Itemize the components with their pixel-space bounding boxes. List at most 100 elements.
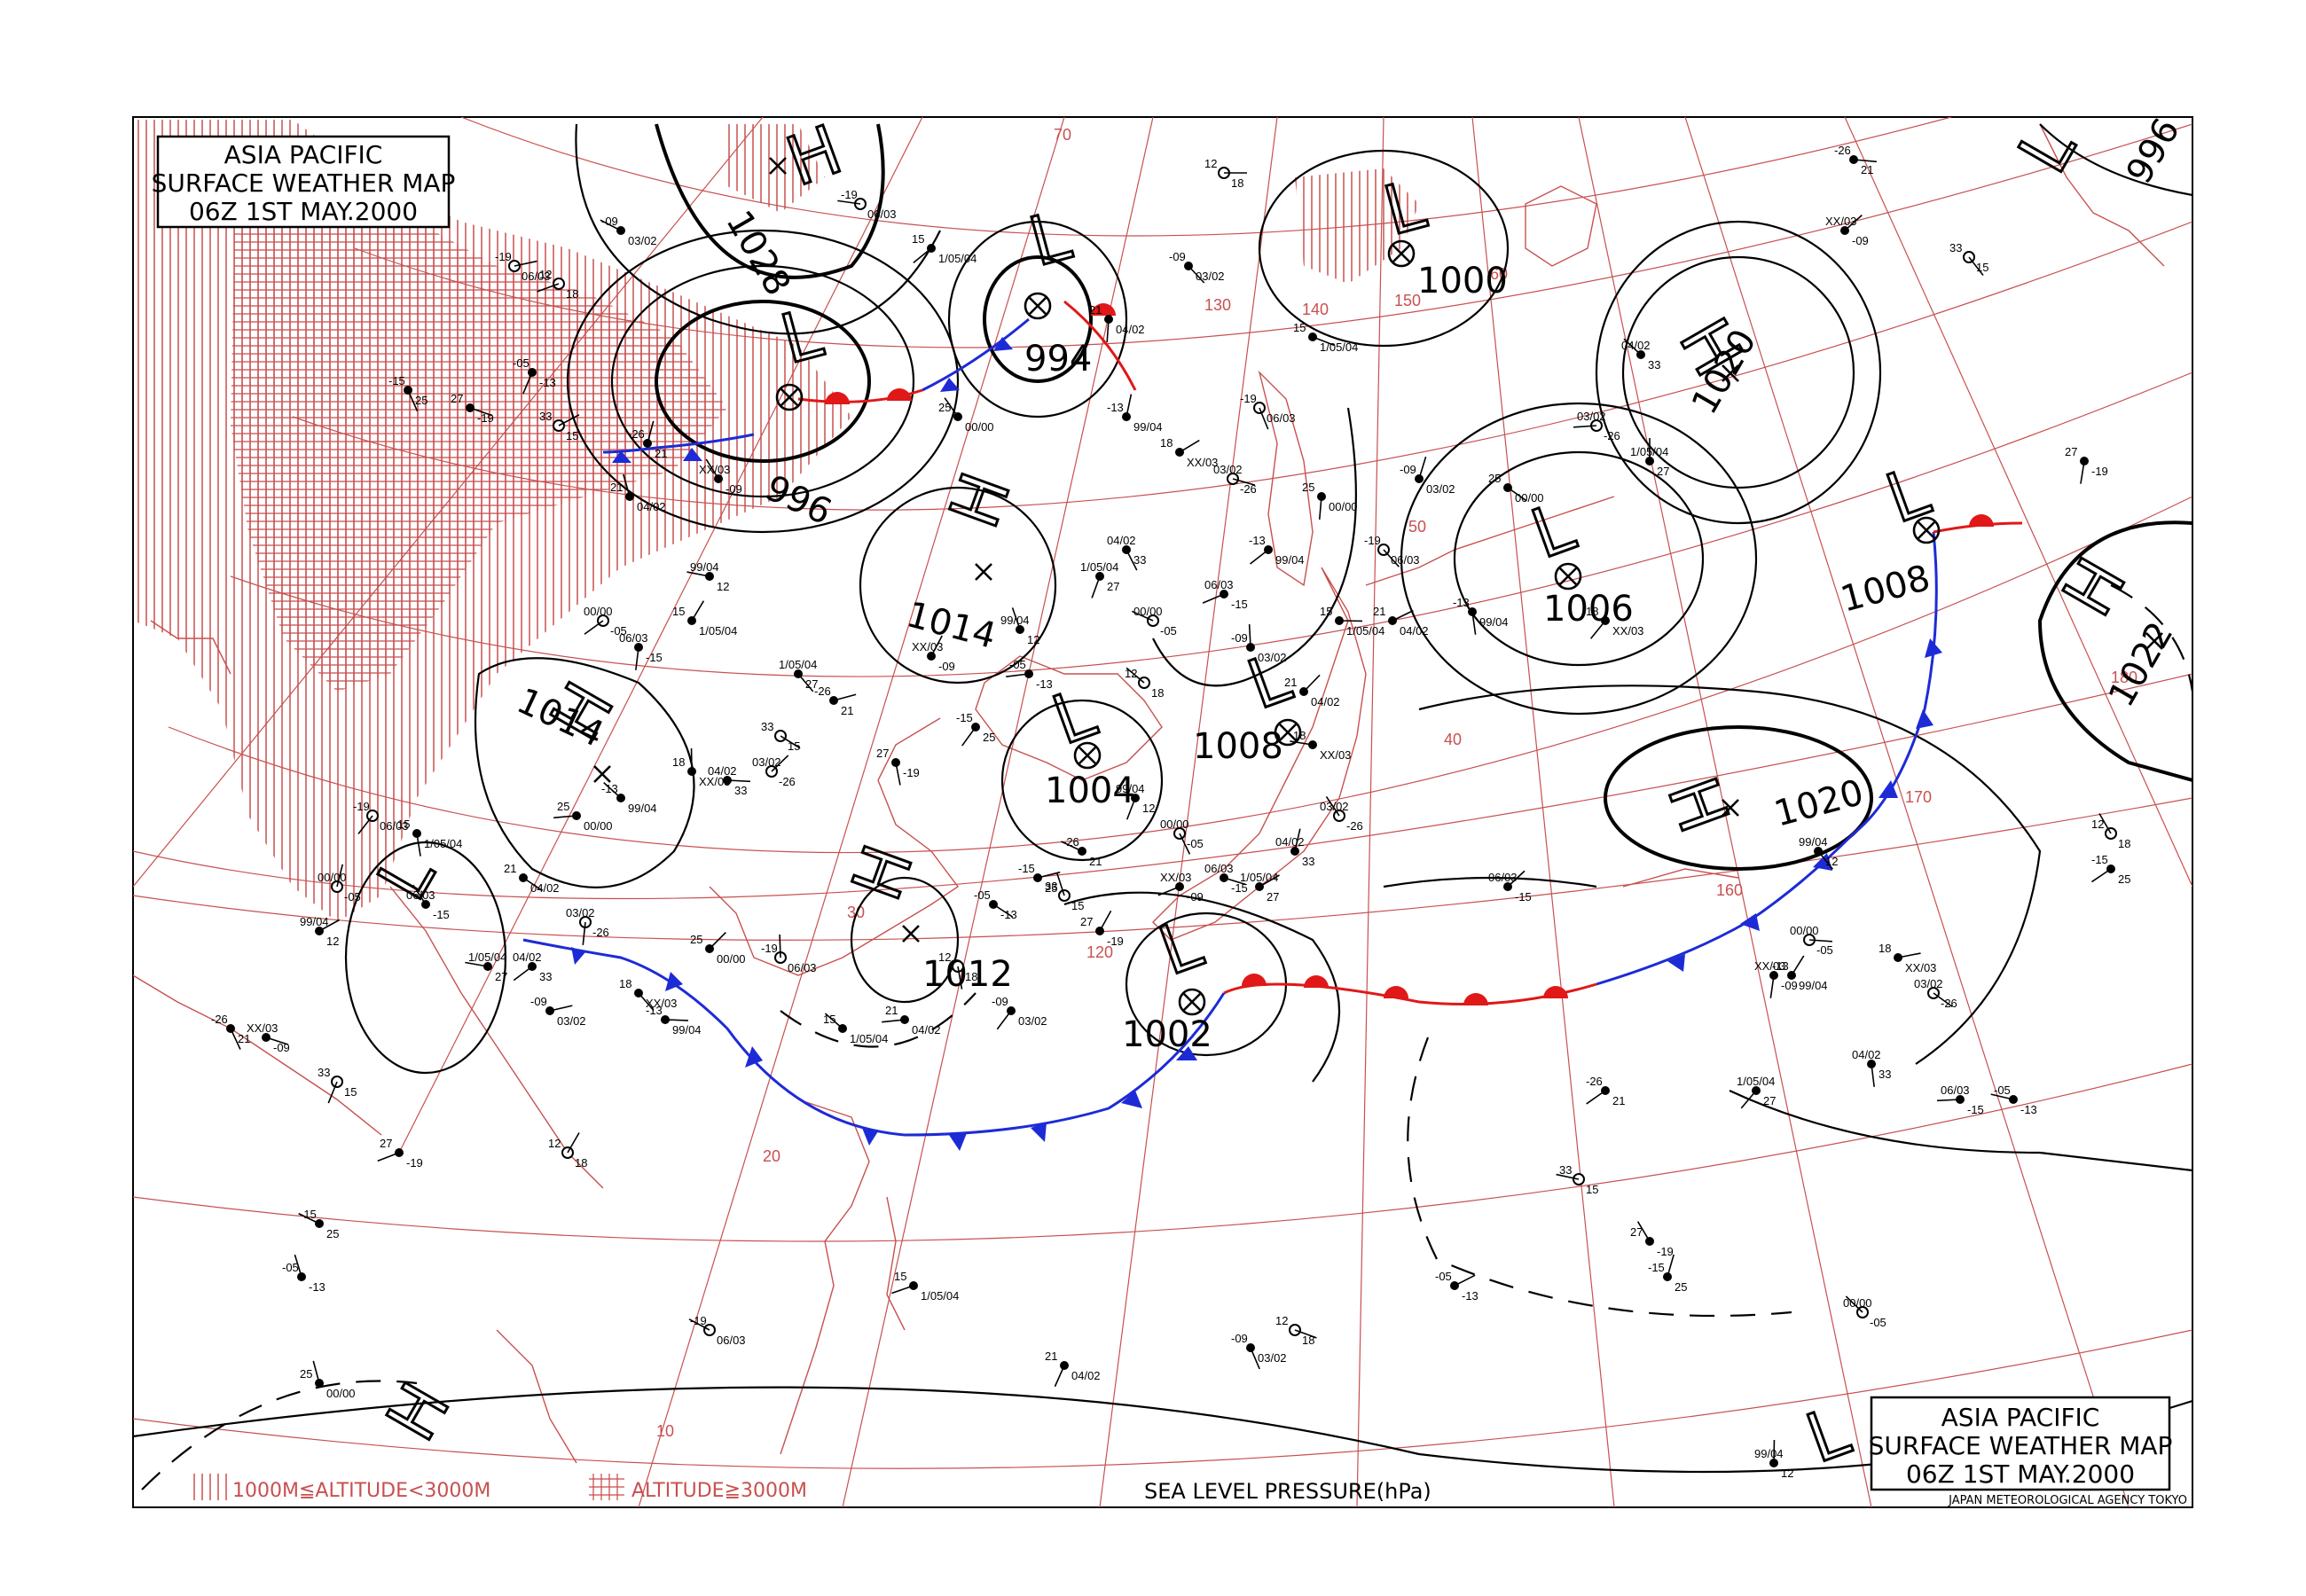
wind-barb <box>537 283 560 293</box>
system-value: 1022 <box>2101 615 2182 714</box>
wind-barb <box>996 1010 1012 1030</box>
longitude-line <box>1471 117 1615 1507</box>
station-plot: 12 18 <box>1125 667 1164 700</box>
station-value: -26 <box>628 427 645 441</box>
station-value: 27 <box>380 1137 392 1150</box>
station-plot: XX/03 -09 <box>247 1021 290 1054</box>
station-value: 1/05/04 <box>1240 871 1278 884</box>
station-value: 27 <box>1107 580 1119 593</box>
station-plot: -13 99/04 <box>1249 534 1305 567</box>
station-value: -19 <box>477 411 494 425</box>
station-value: 03/02 <box>752 755 781 769</box>
pressure-unit-label: SEA LEVEL PRESSURE(hPa) <box>1144 1479 1431 1504</box>
station-value: 21 <box>1089 303 1102 317</box>
lat-label: 40 <box>1444 731 1462 748</box>
station-value: -09 <box>1231 1332 1248 1345</box>
wind-barb <box>1202 593 1225 604</box>
wind-barb <box>623 473 631 497</box>
station-value: 18 <box>1160 436 1173 450</box>
station-value: XX/03 <box>1754 959 1785 973</box>
station-value: -13 <box>1453 596 1470 609</box>
station-value: 21 <box>238 1032 250 1045</box>
wind-barb <box>1897 952 1921 958</box>
system-value: 1004 <box>1045 771 1135 811</box>
latitude-line <box>292 221 2192 511</box>
alaska-coast <box>2039 123 2165 267</box>
wind-barb <box>1188 265 1205 284</box>
isobar <box>1063 891 1341 1083</box>
isobar-1012 <box>850 876 960 1004</box>
station-plot: 1/05/04 27 <box>465 951 507 983</box>
station-value: 25 <box>1488 472 1501 485</box>
station-value: 27 <box>1657 465 1669 478</box>
station-value: 03/02 <box>1577 410 1606 423</box>
isobar-1028-loop <box>655 123 885 279</box>
station-value: -19 <box>2091 465 2108 478</box>
cold-front-marker <box>1813 853 1832 871</box>
station-value: -09 <box>1187 890 1204 904</box>
station-value: 25 <box>2118 872 2130 886</box>
wind-barb <box>891 1285 914 1295</box>
wind-barb <box>1131 610 1154 622</box>
station-value: 03/02 <box>1196 270 1225 283</box>
station-plot: -26 21 <box>628 420 667 460</box>
station-plot: -09 03/02 <box>1231 1332 1287 1370</box>
station-value: 99/04 <box>1799 835 1828 849</box>
isobar-dashed <box>2110 584 2192 692</box>
station-value: -09 <box>601 215 618 228</box>
station-plot: 15 1/05/04 <box>672 600 737 638</box>
station-value: 03/02 <box>566 906 595 919</box>
station-value: 00/00 <box>1515 491 1544 505</box>
lon-label: 180 <box>2111 669 2137 686</box>
wind-barb <box>1853 159 1877 163</box>
station-plot: 12 18 <box>1204 157 1247 190</box>
station-plot: 03/02 -26 <box>566 906 609 945</box>
lat-label: 10 <box>656 1422 674 1440</box>
station-plot: 15 1/05/04 <box>1320 605 1384 638</box>
station-value: XX/03 <box>1905 961 1936 974</box>
station-plot: 21 04/02 <box>882 1004 941 1037</box>
station-plot: -19 06/03 <box>688 1314 746 1347</box>
isobar <box>947 220 1128 419</box>
station-value: 18 <box>575 1156 587 1170</box>
wind-barb <box>1871 1063 1875 1087</box>
station-value: 25 <box>983 731 995 744</box>
wind-barb <box>1318 496 1322 520</box>
wind-barb <box>1586 1090 1606 1105</box>
cold-front-marker <box>1031 1123 1047 1142</box>
station-value: 1/05/04 <box>699 624 737 638</box>
wind-barb <box>638 992 655 1012</box>
station-value: -09 <box>1231 631 1248 645</box>
center-x-mark <box>1558 567 1578 586</box>
station-value: 21 <box>1089 855 1102 868</box>
philippines-coast-2 <box>886 1196 906 1331</box>
station-value: -05 <box>1160 624 1177 638</box>
isobar-1022 <box>2037 520 2192 782</box>
station-plot: 15 1/05/04 <box>1293 321 1358 354</box>
station-value: 33 <box>1045 880 1057 893</box>
wind-barb <box>1091 575 1101 598</box>
warm-front-marker <box>1543 986 1568 998</box>
station-plot: -09 03/02 <box>992 995 1047 1030</box>
station-plot: 1/05/04 27 <box>1630 438 1669 478</box>
station-value: 03/02 <box>1213 463 1243 476</box>
station-plot: -05 -13 <box>1435 1270 1479 1303</box>
station-plot: -26 21 <box>1834 144 1877 176</box>
station-plot: 00/00 -05 <box>584 605 627 638</box>
station-value: 33 <box>734 784 747 797</box>
isobar <box>1729 1090 2192 1172</box>
wind-barb <box>357 815 373 834</box>
wind-barb <box>553 815 577 819</box>
station-value: -15 <box>388 374 405 387</box>
isobar <box>2039 123 2192 197</box>
station-plot: 99/04 12 <box>686 560 729 593</box>
cold-front-marker <box>612 450 631 463</box>
wind-barb <box>1250 549 1269 565</box>
isobar <box>575 123 941 335</box>
lat-label: 60 <box>1490 265 1508 283</box>
isobar <box>1400 402 1758 716</box>
station-value: -19 <box>841 188 858 201</box>
station-value: 1/05/04 <box>1080 560 1118 574</box>
wind-barb <box>1037 871 1061 879</box>
station-value: -05 <box>1435 1270 1452 1283</box>
